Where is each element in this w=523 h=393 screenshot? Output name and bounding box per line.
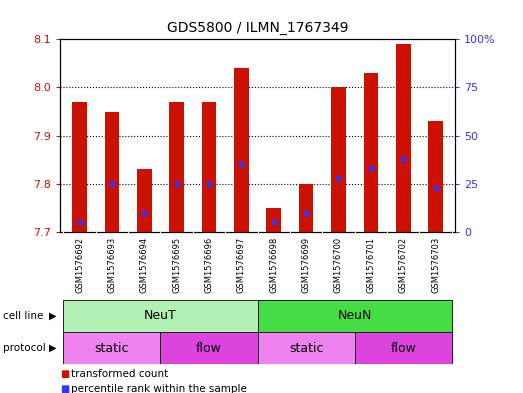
Bar [331,87,346,232]
Text: GSM1576701: GSM1576701 [366,237,376,293]
Bar [72,102,87,232]
Bar [257,332,355,364]
Text: ▶: ▶ [49,311,56,321]
Text: GSM1576700: GSM1576700 [334,237,343,293]
Bar [169,102,184,232]
Bar [355,332,452,364]
Text: ■: ■ [60,369,70,379]
Text: percentile rank within the sample: percentile rank within the sample [71,384,246,393]
Text: GSM1576696: GSM1576696 [204,237,213,294]
Text: GSM1576702: GSM1576702 [399,237,408,293]
Text: GSM1576697: GSM1576697 [237,237,246,294]
Text: NeuT: NeuT [144,309,177,323]
Bar [396,44,411,232]
Text: GSM1576692: GSM1576692 [75,237,84,293]
Text: static: static [289,342,323,355]
Text: GSM1576693: GSM1576693 [107,237,117,294]
Bar [299,184,313,232]
Text: GSM1576699: GSM1576699 [302,237,311,293]
Text: GSM1576698: GSM1576698 [269,237,278,294]
Text: ▶: ▶ [49,343,56,353]
Text: protocol: protocol [3,343,46,353]
Title: GDS5800 / ILMN_1767349: GDS5800 / ILMN_1767349 [167,22,348,35]
Text: cell line: cell line [3,311,43,321]
Bar [161,332,258,364]
Text: GSM1576695: GSM1576695 [172,237,181,293]
Text: NeuN: NeuN [337,309,372,323]
Text: static: static [95,342,129,355]
Text: GSM1576703: GSM1576703 [431,237,440,294]
Bar [137,169,152,232]
Bar [63,332,161,364]
Bar [428,121,443,232]
Text: ■: ■ [60,384,70,393]
Text: flow: flow [196,342,222,355]
Bar [234,68,248,232]
Text: flow: flow [390,342,416,355]
Bar [267,208,281,232]
Bar [363,73,378,232]
Text: GSM1576694: GSM1576694 [140,237,149,293]
Bar [202,102,217,232]
Bar [257,300,452,332]
Text: transformed count: transformed count [71,369,168,379]
Bar [105,112,119,232]
Bar [63,300,258,332]
